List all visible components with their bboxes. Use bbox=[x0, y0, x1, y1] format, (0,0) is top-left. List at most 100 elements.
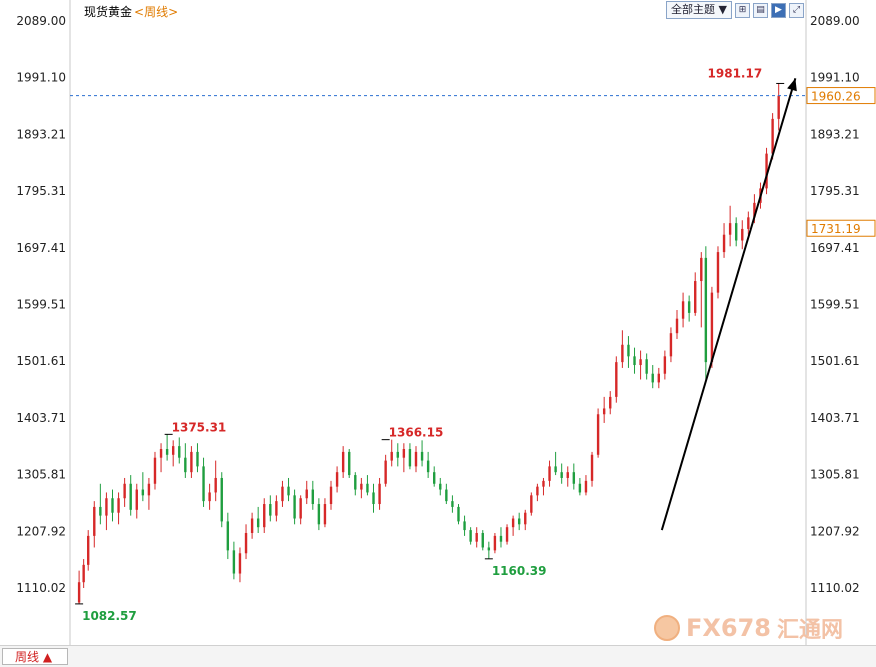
candle-body bbox=[414, 451, 418, 467]
y-tick-label-left: 1501.61 bbox=[16, 354, 66, 368]
candle-body bbox=[165, 449, 169, 455]
candle-body bbox=[602, 408, 606, 415]
candle-body bbox=[627, 344, 630, 357]
candle-body bbox=[305, 489, 308, 499]
candle-body bbox=[208, 492, 211, 502]
candle-body bbox=[584, 480, 588, 493]
candle-body bbox=[269, 504, 272, 516]
y-tick-label-left: 1305.81 bbox=[16, 468, 66, 482]
candle-body bbox=[457, 506, 460, 522]
candle-body bbox=[487, 547, 491, 551]
chart-toolbar: 全部主题 ▼ ⊞ ▤ ▶ ⤢ bbox=[666, 1, 804, 19]
candle-body bbox=[263, 504, 266, 528]
candle-body bbox=[530, 495, 533, 513]
candle-body bbox=[771, 118, 774, 154]
price-tag-label: 1960.26 bbox=[811, 90, 861, 104]
candle-body bbox=[493, 535, 497, 551]
candle-body bbox=[524, 512, 527, 525]
candle-body bbox=[196, 451, 199, 467]
candle-body bbox=[256, 518, 260, 528]
y-tick-label-right: 1207.92 bbox=[810, 524, 860, 538]
candle-body bbox=[135, 489, 138, 510]
candle-body bbox=[621, 344, 624, 363]
candle-body bbox=[202, 466, 205, 502]
y-tick-label-right: 1893.21 bbox=[810, 127, 860, 141]
candle-body bbox=[505, 527, 509, 542]
candle-body bbox=[378, 483, 381, 505]
candle-body bbox=[777, 95, 780, 119]
candle-body bbox=[82, 564, 85, 583]
candle-body bbox=[335, 472, 339, 487]
candle-body bbox=[141, 489, 145, 496]
candle-body bbox=[317, 504, 321, 525]
candle-body bbox=[475, 532, 478, 542]
candle-body bbox=[129, 483, 132, 510]
theme-selector[interactable]: 全部主题 ▼ bbox=[666, 1, 732, 19]
y-tick-label-right: 1110.02 bbox=[810, 581, 860, 595]
candle-body bbox=[153, 457, 157, 484]
chevron-down-icon: ▼ bbox=[718, 3, 727, 16]
candle-body bbox=[348, 451, 351, 476]
price-tag-box bbox=[806, 219, 876, 237]
candle-body bbox=[548, 466, 551, 481]
candle-body bbox=[536, 486, 539, 496]
candle-body bbox=[639, 359, 642, 366]
candle-body bbox=[426, 460, 430, 473]
y-tick-label-left: 1207.92 bbox=[16, 524, 66, 538]
candle-body bbox=[420, 451, 424, 461]
candle-body bbox=[451, 501, 454, 507]
candle-body bbox=[669, 333, 673, 357]
draw-tool-icon[interactable]: ▶ bbox=[771, 2, 786, 18]
candle-body bbox=[728, 223, 732, 235]
candle-body bbox=[111, 498, 114, 513]
candle-body bbox=[554, 466, 557, 473]
crosshair-icon[interactable]: ⊞ bbox=[735, 2, 750, 18]
candle-body bbox=[694, 281, 697, 313]
candle-body bbox=[722, 234, 726, 253]
fullscreen-icon[interactable]: ⤢ bbox=[789, 2, 804, 18]
fx678-logo-icon bbox=[654, 615, 680, 641]
candle-body bbox=[360, 483, 363, 490]
y-tick-label-left: 1697.41 bbox=[16, 241, 66, 255]
candle-body bbox=[469, 530, 472, 542]
candle-body bbox=[463, 521, 466, 531]
candle-body bbox=[402, 449, 406, 458]
candle-body bbox=[184, 457, 187, 473]
candle-body bbox=[572, 472, 576, 484]
candle-body bbox=[384, 460, 387, 484]
chart-title: 现货黄金 <周线> bbox=[84, 3, 178, 20]
y-tick-label-right: 1991.10 bbox=[810, 71, 860, 85]
candle-body bbox=[734, 223, 738, 241]
candle-body bbox=[366, 483, 369, 493]
candle-body bbox=[77, 582, 81, 603]
chart-type-icon[interactable]: ▤ bbox=[753, 2, 768, 18]
candle-body bbox=[250, 518, 254, 533]
period-tab[interactable]: 周线 ▲ bbox=[2, 648, 68, 665]
candle-body bbox=[341, 451, 345, 473]
candle-body bbox=[159, 449, 163, 458]
candle-body bbox=[700, 257, 703, 282]
y-tick-label-left: 1795.31 bbox=[16, 184, 66, 198]
candle-body bbox=[275, 501, 278, 516]
candle-body bbox=[178, 446, 181, 458]
candle-body bbox=[716, 252, 720, 293]
fx678-watermark: FX678 汇通网 bbox=[654, 612, 843, 644]
candle-body bbox=[238, 553, 242, 574]
candle-body bbox=[753, 202, 756, 218]
theme-label: 全部主题 bbox=[671, 3, 716, 16]
extreme-label: 1160.39 bbox=[492, 564, 547, 578]
candle-body bbox=[293, 495, 296, 519]
candle-body bbox=[657, 373, 660, 383]
candle-body bbox=[226, 521, 230, 551]
candle-body bbox=[615, 362, 618, 397]
price-chart[interactable]: 2089.00 2089.00 1991.10 1991.10 1893.21 1893.… bbox=[0, 0, 876, 645]
candle-body bbox=[687, 301, 691, 313]
candle-body bbox=[499, 535, 503, 542]
y-tick-label-left: 1991.10 bbox=[16, 71, 66, 85]
candle-body bbox=[408, 449, 412, 467]
candle-body bbox=[560, 472, 563, 478]
y-tick-label-right: 1501.61 bbox=[810, 354, 860, 368]
y-tick-label-left: 1110.02 bbox=[16, 581, 66, 595]
candle-body bbox=[517, 518, 521, 525]
period-label[interactable]: <周线> bbox=[134, 5, 179, 19]
